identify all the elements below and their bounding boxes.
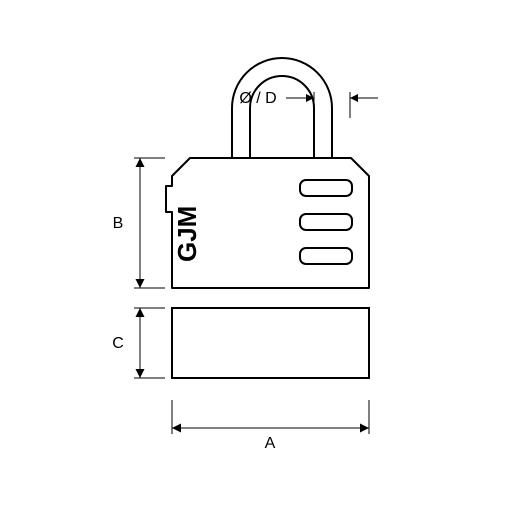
dim-label-b: B — [113, 215, 124, 232]
padlock-technical-diagram: GJM A B C Ø / D — [0, 0, 512, 512]
brand-text: GJM — [172, 206, 202, 262]
base-block — [172, 308, 369, 378]
dim-label-c: C — [112, 335, 124, 352]
dim-label-a: A — [265, 435, 276, 452]
shackle — [232, 58, 332, 158]
dim-label-d: Ø / D — [239, 90, 276, 107]
